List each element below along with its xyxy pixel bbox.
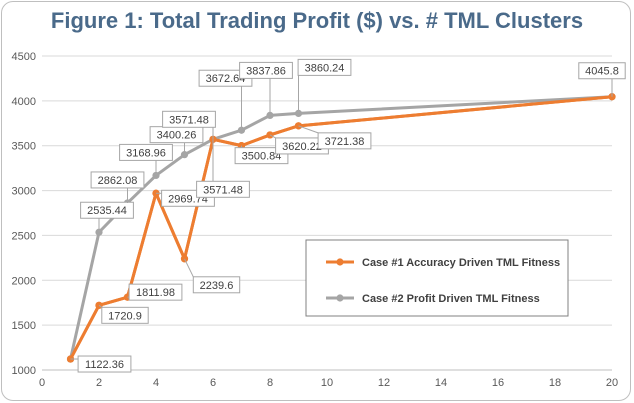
x-tick-label: 12	[378, 377, 390, 389]
data-label-leader	[269, 134, 276, 139]
data-label-box	[239, 61, 293, 79]
x-tick-label: 0	[39, 377, 45, 389]
x-tick-label: 2	[96, 377, 102, 389]
data-label: 2862.08	[98, 175, 138, 187]
data-label: 1122.36	[85, 359, 124, 371]
data-label: 3620.22	[282, 141, 322, 153]
data-label: 3837.86	[246, 65, 286, 77]
y-tick-label: 2000	[12, 275, 36, 287]
data-label: 2535.44	[87, 205, 127, 217]
y-tick-label: 1000	[12, 365, 36, 377]
data-label: 3571.48	[169, 114, 209, 126]
data-label: 3168.96	[126, 147, 166, 159]
y-tick-label: 3500	[12, 141, 36, 153]
x-tick-label: 20	[606, 377, 618, 389]
data-label: 3500.84	[242, 151, 282, 163]
data-label-box	[162, 110, 216, 128]
y-tick-label: 3000	[12, 186, 36, 198]
chart-title: Figure 1: Total Trading Profit ($) vs. #…	[50, 8, 584, 33]
data-label-box	[119, 143, 173, 161]
x-tick-label: 10	[321, 377, 333, 389]
data-label: 1811.98	[136, 287, 175, 299]
data-label-box	[297, 58, 352, 76]
data-label-box	[234, 147, 289, 165]
data-label: 3860.24	[305, 62, 345, 74]
x-tick-label: 6	[210, 377, 216, 389]
data-label-box	[578, 62, 626, 80]
data-label: 4045.8	[585, 66, 619, 78]
x-tick-label: 18	[549, 377, 561, 389]
legend-label: Case #2 Profit Driven TML Fitness	[362, 293, 540, 305]
data-label: 3571.48	[203, 184, 243, 196]
data-label: 1720.9	[108, 310, 142, 322]
legend-swatch-marker	[336, 294, 344, 302]
data-label-box	[77, 355, 132, 373]
data-label-leader	[298, 125, 319, 134]
legend-box	[305, 239, 569, 317]
data-label: 3400.26	[157, 130, 197, 142]
x-tick-label: 4	[153, 377, 159, 389]
data-label-box	[128, 283, 183, 301]
x-tick-label: 8	[267, 377, 273, 389]
data-label: 2239.6	[200, 280, 234, 292]
x-tick-label: 14	[435, 377, 447, 389]
legend-swatch-marker	[336, 258, 344, 266]
data-label-box	[196, 180, 250, 198]
data-label: 3721.38	[325, 136, 365, 148]
y-tick-label: 1500	[12, 320, 36, 332]
data-label-box	[192, 276, 241, 294]
x-tick-label: 16	[492, 377, 504, 389]
data-label-box	[317, 132, 372, 150]
data-label: 3672.64	[206, 73, 246, 85]
y-tick-label: 2500	[12, 230, 36, 242]
data-label-box	[101, 306, 149, 324]
y-tick-label: 4500	[12, 51, 36, 63]
data-label-box	[80, 201, 134, 219]
data-label-leader	[184, 258, 194, 278]
y-tick-label: 4000	[12, 96, 36, 108]
data-label-box	[90, 171, 145, 189]
legend-label: Case #1 Accuracy Driven TML Fitness	[362, 257, 560, 269]
